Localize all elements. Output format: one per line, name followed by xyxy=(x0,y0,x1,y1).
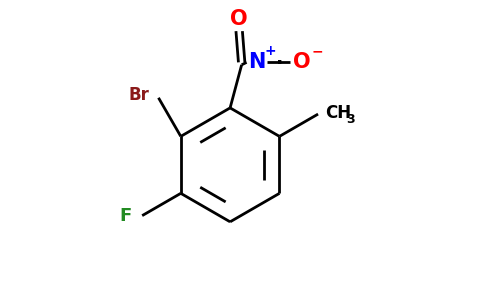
Text: O: O xyxy=(230,9,248,29)
Text: N: N xyxy=(248,52,265,72)
Text: O: O xyxy=(293,52,311,72)
Text: F: F xyxy=(119,207,131,225)
Text: +: + xyxy=(264,44,276,58)
Text: 3: 3 xyxy=(346,112,354,125)
Text: −: − xyxy=(311,44,323,58)
Text: Br: Br xyxy=(129,86,150,104)
Text: ·: · xyxy=(276,54,284,73)
Text: CH: CH xyxy=(325,104,351,122)
